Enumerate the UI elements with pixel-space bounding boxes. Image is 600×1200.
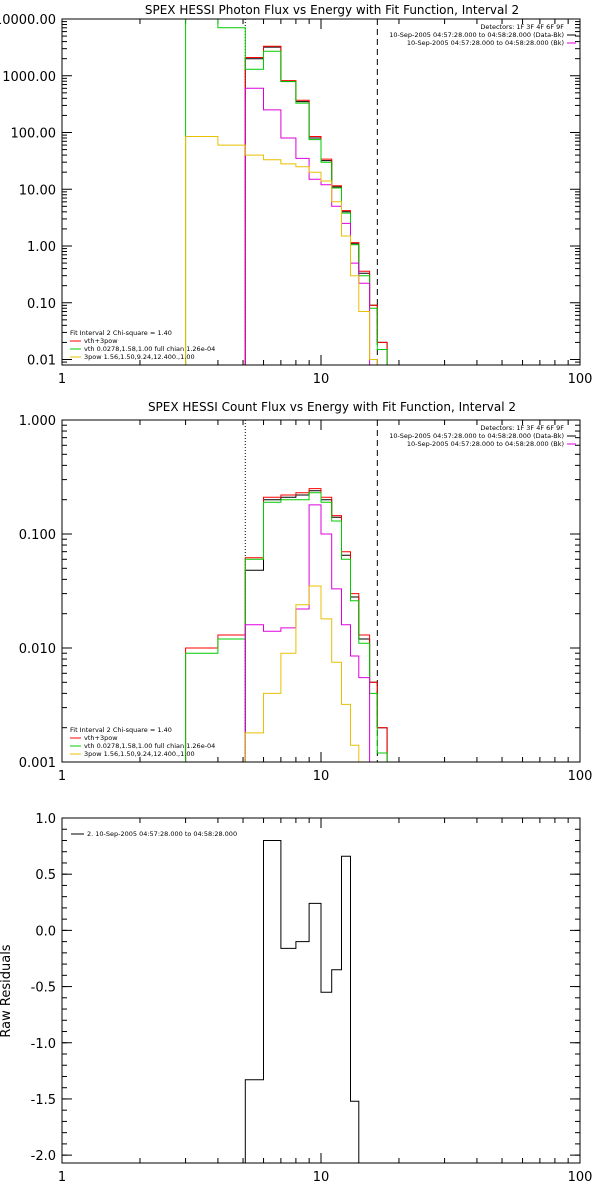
residuals-panel: Raw Residuals 1 10 100 1.0 0.5 0.0 -0.5 -1.0 -1.… (0, 812, 593, 1185)
x-tick-label: 1 (58, 1170, 66, 1185)
fit-legend-entry: Fit Interval 2 Chi-square = 1.40 (70, 329, 172, 337)
y-tick-label: 1000.00 (2, 70, 56, 85)
count-flux-panel: SPEX HESSI Count Flux vs Energy with Fit… (19, 400, 593, 784)
plot-frame (61, 18, 581, 366)
fit-legend-entry: Fit Interval 2 Chi-square = 1.40 (70, 726, 172, 734)
x-tick-label: 10 (313, 769, 330, 784)
spectrum-series (244, 87, 371, 365)
info-line: 10-Sep-2005 04:57:28.000 to 04:58:28.000… (407, 440, 564, 448)
y-tick-label: 0.001 (19, 756, 56, 771)
spectrum-series (185, 136, 378, 365)
info-line: 10-Sep-2005 04:57:28.000 to 04:58:28.000… (407, 39, 564, 47)
info-line: Detectors: 1F 3F 4F 6F 9F (480, 424, 564, 432)
x-tick-label: 100 (568, 372, 593, 387)
count-flux-title: SPEX HESSI Count Flux vs Energy with Fit… (148, 400, 516, 414)
y-tick-label: -1.0 (31, 1037, 56, 1052)
spectrum-series (244, 840, 360, 1163)
spectrum-series (244, 585, 360, 762)
x-tick-label: 100 (568, 1170, 593, 1185)
y-tick-label: 0.010 (19, 642, 56, 657)
fit-legend-entry: vth 0.0278,1.58,1.00 full chian 1.26e-04 (84, 742, 215, 750)
y-tick-label: 1.000 (19, 414, 56, 429)
fit-legend-entry: vth+3pow (84, 337, 118, 345)
photon-flux-title: SPEX HESSI Photon Flux vs Energy with Fi… (145, 3, 519, 17)
info-line: Detectors: 1F 3F 4F 6F 9F (480, 23, 564, 31)
y-tick-label: 1.00 (27, 240, 56, 255)
spectrum-series (185, 492, 388, 762)
x-tick-label: 100 (568, 769, 593, 784)
y-tick-label: -0.5 (31, 981, 56, 996)
y-tick-label: 0.0 (35, 924, 56, 939)
y-tick-label: 0.01 (27, 354, 56, 369)
spectrum-series (244, 46, 388, 365)
fit-legend-entry: vth+3pow (84, 734, 118, 742)
y-tick-label: 0.100 (19, 528, 56, 543)
residual-legend-entry: 2. 10-Sep-2005 04:57:28.000 to 04:58:28.… (87, 830, 237, 838)
info-line: 10-Sep-2005 04:57:28.000 to 04:58:28.000… (389, 432, 564, 440)
x-tick-label: 1 (58, 769, 66, 784)
y-tick-label: -1.5 (31, 1093, 56, 1108)
y-tick-label: 0.5 (35, 868, 56, 883)
spectrum-series (244, 45, 388, 365)
y-tick-label: 100.00 (11, 127, 57, 142)
y-tick-label: 10000.00 (0, 13, 56, 28)
x-tick-label: 10 (313, 1170, 330, 1185)
fit-legend-entry: 3pow 1.56,1.50,9.24,12.400.,1.00 (84, 750, 195, 758)
plot-frame (61, 419, 581, 763)
fit-legend-entry: vth 0.0278,1.58,1.00 full chian 1.26e-04 (84, 345, 215, 353)
residuals-y-axis-label: Raw Residuals (0, 944, 14, 1037)
x-tick-label: 10 (313, 372, 330, 387)
fit-legend-entry: 3pow 1.56,1.50,9.24,12.400.,1.00 (84, 353, 195, 361)
y-tick-label: 0.10 (27, 297, 56, 312)
y-tick-label: 10.00 (19, 183, 56, 198)
x-tick-label: 1 (58, 372, 66, 387)
y-tick-label: -2.0 (31, 1149, 56, 1164)
plot-frame (61, 817, 581, 1164)
spectrum-series (185, 19, 388, 365)
spectrum-series (244, 504, 371, 762)
y-tick-label: 1.0 (35, 812, 56, 827)
info-line: 10-Sep-2005 04:57:28.000 to 04:58:28.000… (389, 31, 564, 39)
photon-flux-panel: SPEX HESSI Photon Flux vs Energy with Fi… (0, 3, 593, 387)
